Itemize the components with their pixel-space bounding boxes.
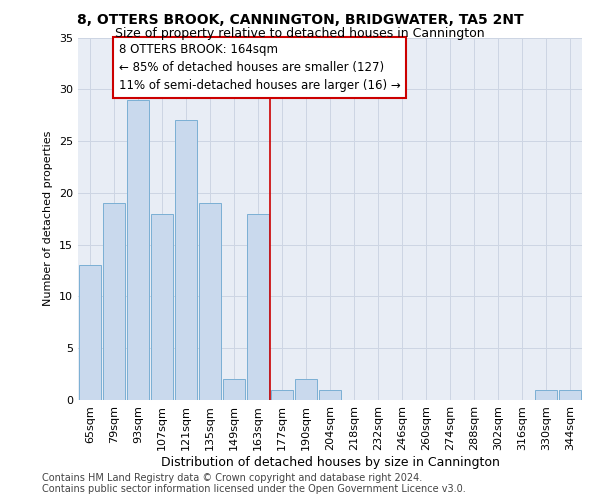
Bar: [175, 120, 197, 400]
Text: Contains HM Land Registry data © Crown copyright and database right 2024.: Contains HM Land Registry data © Crown c…: [42, 473, 422, 483]
Text: 8, OTTERS BROOK, CANNINGTON, BRIDGWATER, TA5 2NT: 8, OTTERS BROOK, CANNINGTON, BRIDGWATER,…: [77, 12, 523, 26]
Bar: [319, 390, 341, 400]
Bar: [127, 100, 149, 400]
Text: Size of property relative to detached houses in Cannington: Size of property relative to detached ho…: [115, 28, 485, 40]
Y-axis label: Number of detached properties: Number of detached properties: [43, 131, 53, 306]
Bar: [151, 214, 173, 400]
Bar: [223, 380, 245, 400]
Bar: [199, 203, 221, 400]
Bar: [295, 380, 317, 400]
Text: Contains public sector information licensed under the Open Government Licence v3: Contains public sector information licen…: [42, 484, 466, 494]
Bar: [247, 214, 269, 400]
Text: 8 OTTERS BROOK: 164sqm
← 85% of detached houses are smaller (127)
11% of semi-de: 8 OTTERS BROOK: 164sqm ← 85% of detached…: [119, 42, 401, 92]
Bar: [271, 390, 293, 400]
Bar: [79, 266, 101, 400]
Bar: [103, 203, 125, 400]
Bar: [535, 390, 557, 400]
Bar: [559, 390, 581, 400]
X-axis label: Distribution of detached houses by size in Cannington: Distribution of detached houses by size …: [161, 456, 499, 468]
